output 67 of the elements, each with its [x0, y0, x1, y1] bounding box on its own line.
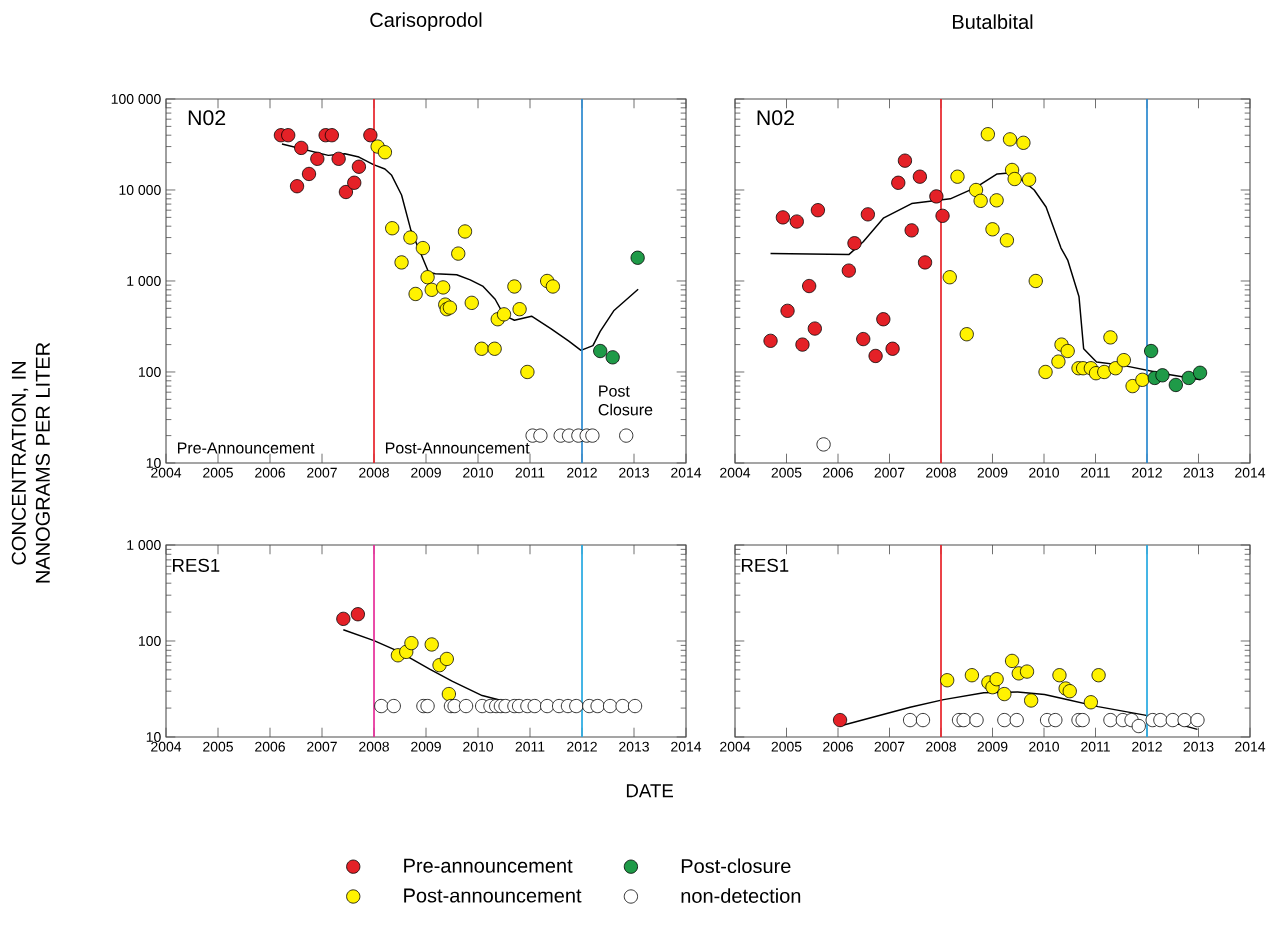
x-tick-label: 2004: [720, 467, 751, 478]
x-tick-label: 2008: [359, 741, 389, 752]
x-tick-label: 2006: [255, 467, 285, 478]
y-tick-label: 1 000: [127, 276, 161, 286]
x-tick-label: 2014: [671, 467, 702, 478]
x-tick-label: 2013: [619, 467, 649, 478]
legend-label: Pre-announcement: [404, 858, 573, 873]
y-tick-label: 1 000: [127, 540, 161, 550]
annotation: N02: [757, 110, 794, 126]
chart-title: Carisoprodol: [370, 12, 482, 31]
x-tick-label: 2008: [926, 741, 956, 752]
x-tick-label: 2012: [567, 467, 597, 478]
x-tick-label: 2013: [1183, 741, 1214, 752]
x-tick-label: 2010: [463, 467, 494, 478]
x-tick-label: 2007: [307, 741, 337, 752]
x-tick-label: 2011: [1081, 741, 1110, 752]
x-tick-label: 2010: [1029, 467, 1060, 478]
x-tick-label: 2009: [977, 741, 1008, 752]
chart-title: Butalbital: [952, 14, 1033, 29]
x-tick-label: 2012: [1132, 741, 1162, 752]
annotation: Post-Announcement: [385, 442, 530, 454]
x-tick-label: 2008: [926, 467, 956, 478]
x-tick-label: 2007: [874, 741, 905, 752]
x-tick-label: 2006: [823, 741, 853, 752]
x-tick-label: 2011: [515, 741, 545, 752]
x-tick-label: 2007: [307, 467, 337, 478]
x-tick-label: 2005: [771, 741, 802, 752]
y-tick-label: 100 000: [111, 94, 161, 104]
x-tick-label: 2014: [671, 741, 702, 752]
annotation: N02: [188, 110, 226, 126]
y-tick-label: 100: [139, 367, 161, 377]
x-tick-label: 2005: [771, 467, 802, 478]
x-tick-label: 2009: [411, 467, 441, 478]
x-axis-title: DATE: [626, 784, 673, 798]
x-tick-label: 2009: [977, 467, 1008, 478]
x-tick-label: 2010: [1029, 741, 1060, 752]
x-tick-label: 2014: [1235, 741, 1266, 752]
x-tick-label: 2014: [1235, 467, 1266, 478]
x-tick-label: 2006: [255, 741, 285, 752]
x-tick-label: 2012: [1132, 467, 1162, 478]
x-tick-label: 2008: [359, 467, 389, 478]
x-tick-label: 2005: [203, 467, 233, 478]
legend-label: Post-announcement: [404, 888, 582, 903]
x-tick-label: 2013: [619, 741, 649, 752]
y-tick-label: 10 000: [119, 185, 161, 195]
annotation: RES1: [173, 558, 220, 572]
x-tick-label: 2007: [874, 467, 905, 478]
annotation: Post Closure: [598, 385, 653, 416]
y-tick-label: 10: [146, 732, 161, 742]
x-tick-label: 2011: [515, 467, 545, 478]
annotation: RES1: [741, 558, 789, 572]
x-tick-label: 2011: [1081, 467, 1110, 478]
x-tick-label: 2006: [823, 467, 853, 478]
x-tick-label: 2004: [151, 467, 182, 478]
legend-label: non-detection: [681, 888, 801, 903]
x-tick-label: 2009: [411, 741, 441, 752]
x-tick-label: 2010: [463, 741, 494, 752]
x-tick-label: 2004: [720, 741, 751, 752]
y-tick-label: 10: [146, 458, 161, 468]
x-tick-label: 2013: [1183, 467, 1214, 478]
legend-label: Post-closure: [681, 858, 791, 874]
x-tick-label: 2004: [151, 741, 182, 752]
x-tick-label: 2005: [203, 741, 233, 752]
x-tick-label: 2012: [567, 741, 597, 752]
y-tick-label: 100: [139, 636, 161, 646]
annotation: Pre-Announcement: [177, 442, 315, 454]
y-axis-title: CONCENTRATION, IN NANOGRAMS PER LITER: [11, 342, 50, 583]
